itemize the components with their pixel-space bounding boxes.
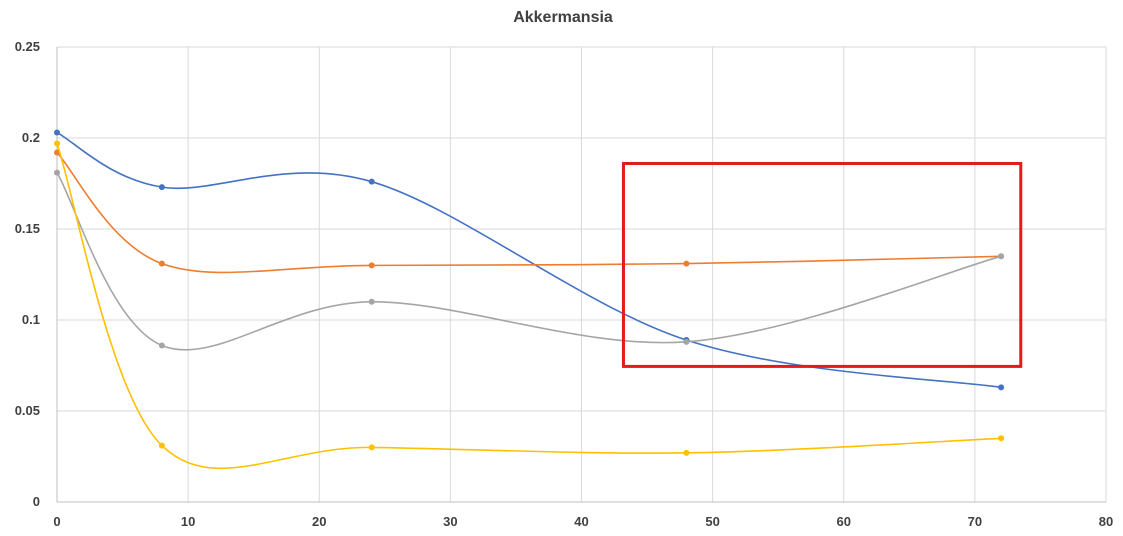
y-tick-label: 0.2 [22, 130, 40, 145]
data-point [54, 140, 60, 147]
y-tick-label: 0.05 [15, 403, 40, 418]
x-tick-label: 80 [1099, 514, 1113, 529]
data-point [998, 253, 1005, 260]
x-tick-label: 60 [837, 514, 851, 529]
series-line [56, 152, 1002, 274]
data-point [683, 449, 690, 456]
data-point [158, 442, 165, 449]
y-tick-label: 0.15 [15, 221, 40, 236]
data-point [158, 184, 165, 191]
data-point [368, 444, 375, 451]
series-line [56, 143, 1002, 470]
series-line [56, 131, 1002, 389]
data-point [368, 298, 375, 305]
annotations [621, 161, 1023, 368]
series-line [56, 172, 1002, 351]
data-point [158, 342, 165, 349]
data-point [998, 435, 1005, 442]
x-tick-label: 20 [312, 514, 326, 529]
y-tick-label: 0.25 [15, 39, 40, 54]
x-tick-label: 50 [705, 514, 719, 529]
data-point [54, 169, 60, 176]
x-tick-label: 0 [53, 514, 60, 529]
data-point [54, 149, 60, 156]
data-point [998, 384, 1005, 391]
x-tick-label: 40 [574, 514, 588, 529]
gridlines [57, 46, 1107, 502]
data-point [368, 262, 375, 269]
data-point [683, 260, 690, 267]
chart-title: Akkermansia [513, 9, 613, 26]
axes: 0 0.05 0.1 0.15 0.2 0.25 0 10 20 30 40 50 60 70 80 [15, 39, 1114, 529]
data-point [368, 178, 375, 185]
data-point [54, 129, 60, 136]
data-point [158, 260, 165, 267]
series-4 [54, 140, 1005, 470]
data-point [683, 338, 690, 345]
y-tick-label: 0.1 [22, 312, 40, 327]
series-3 [54, 169, 1005, 351]
x-tick-label: 30 [443, 514, 457, 529]
highlight-rectangle [621, 161, 1023, 368]
series-lines [54, 129, 1005, 470]
x-tick-label: 70 [968, 514, 982, 529]
x-tick-label: 10 [181, 514, 195, 529]
y-tick-label: 0 [33, 494, 40, 509]
series-1 [54, 129, 1005, 391]
series-2 [54, 149, 1005, 274]
